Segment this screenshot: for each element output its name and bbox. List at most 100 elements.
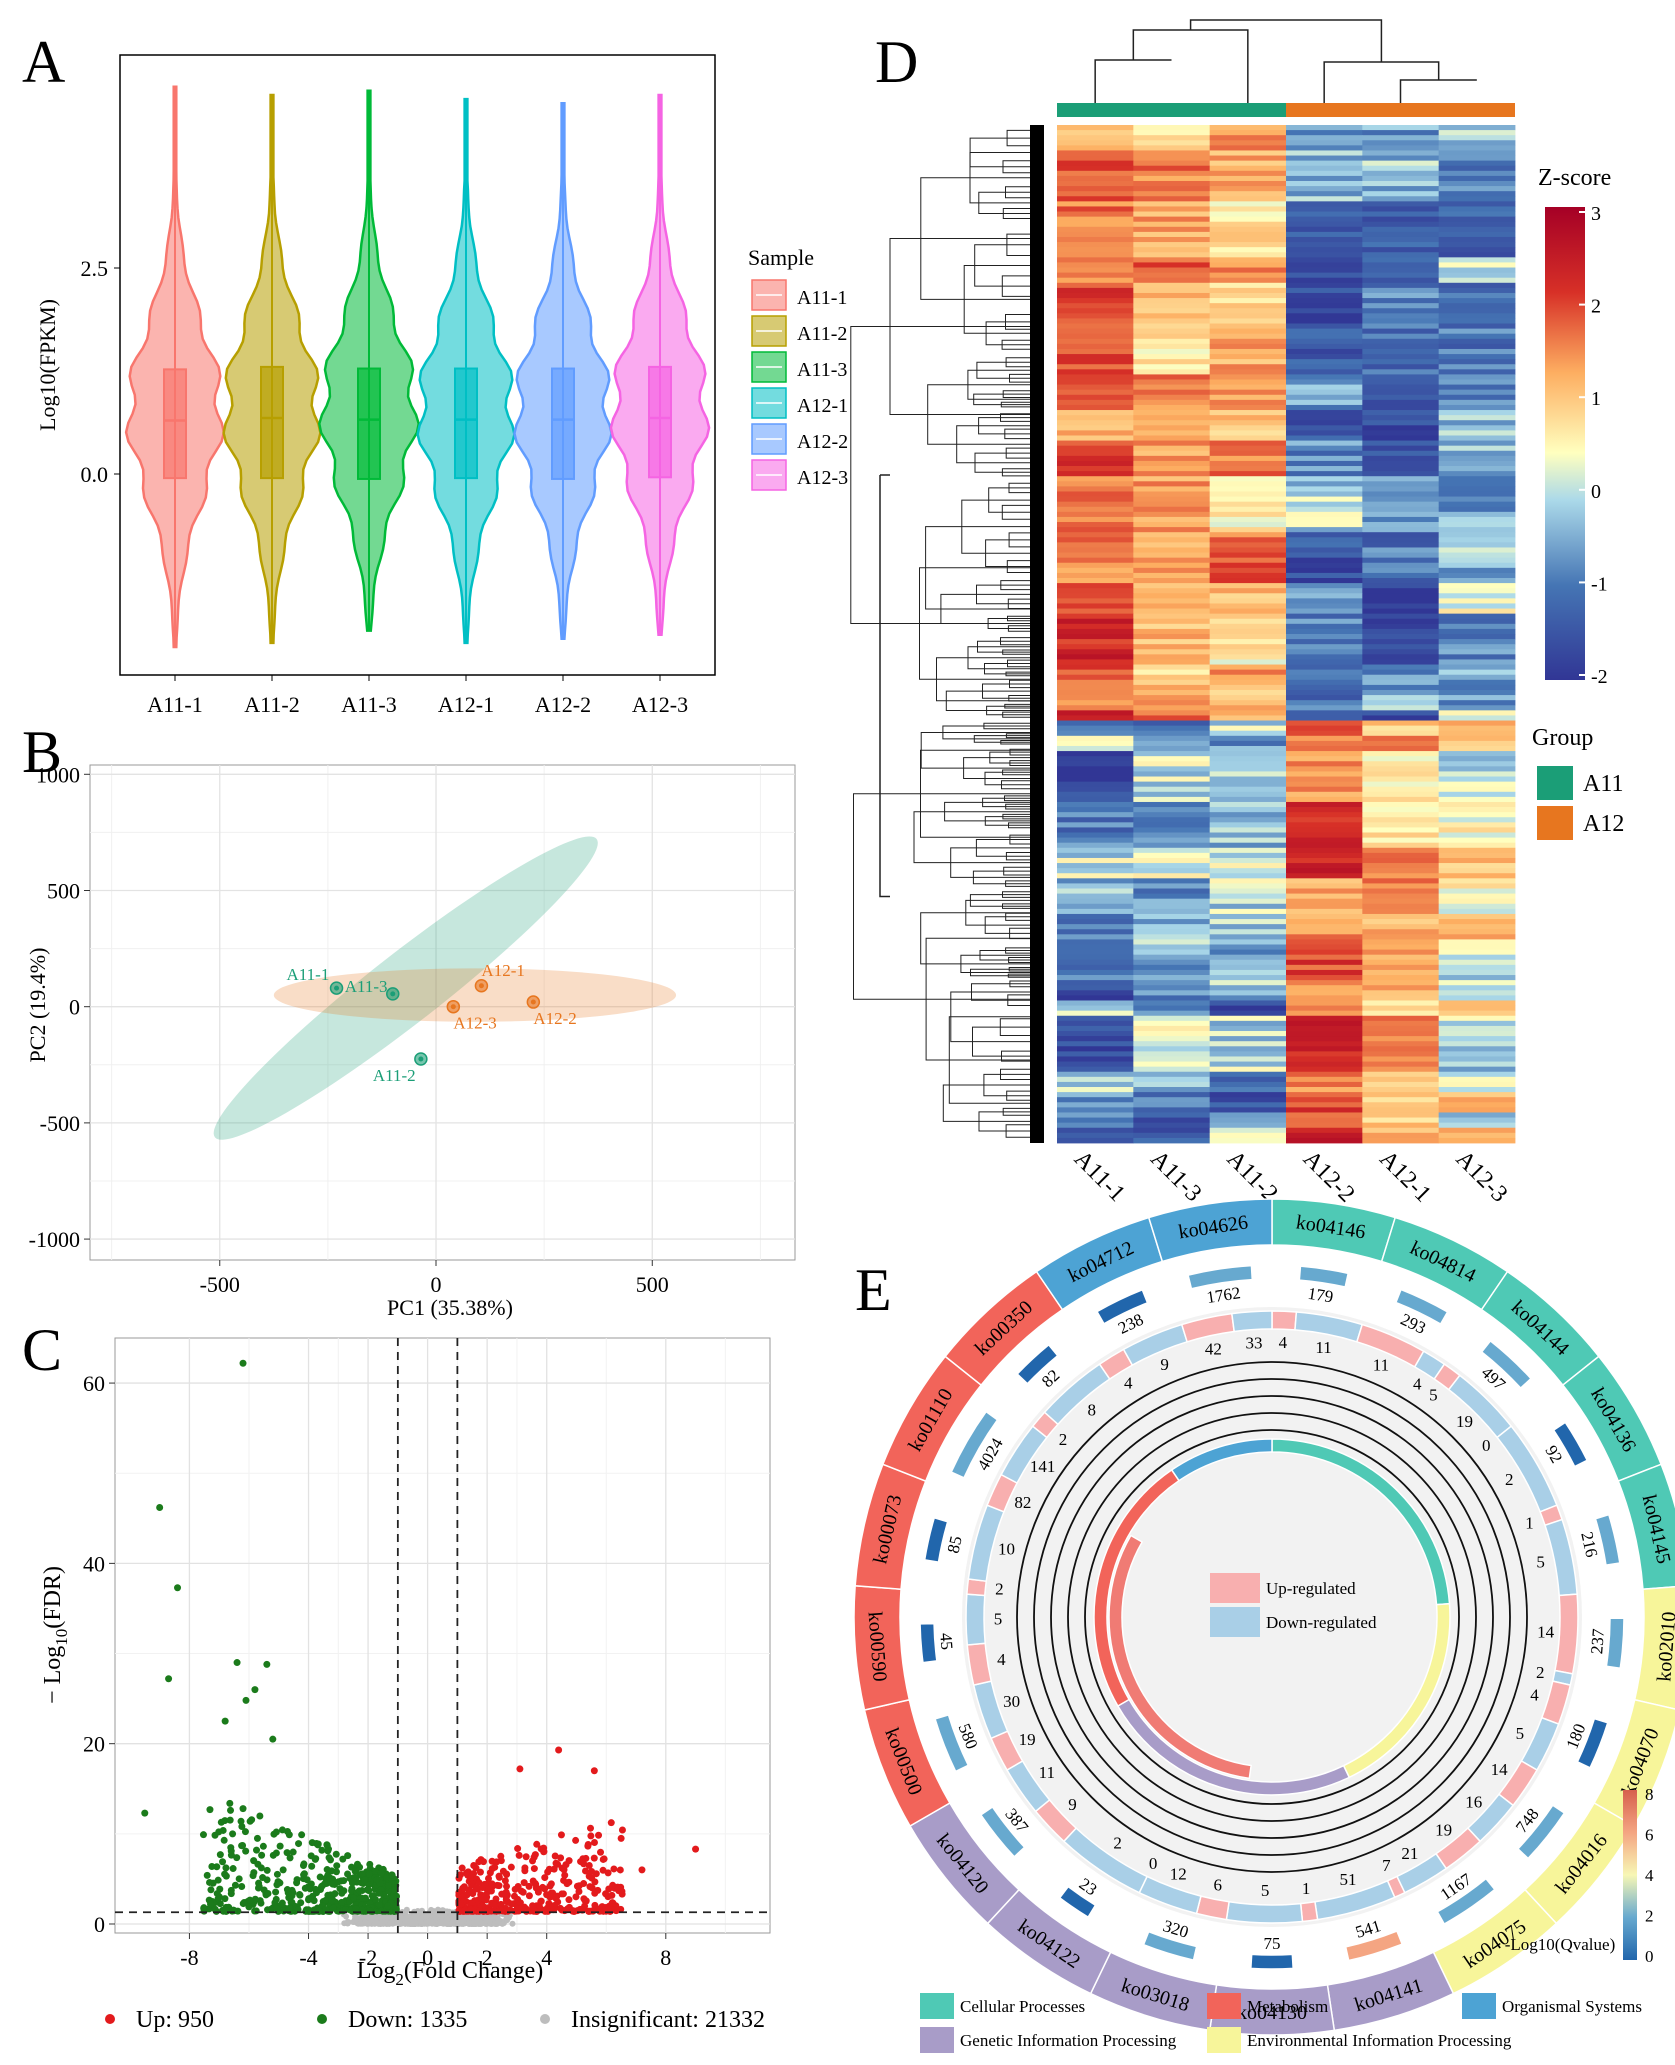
heatmap-cell <box>1057 155 1134 162</box>
down-point <box>276 1842 284 1850</box>
heatmap-cell <box>1362 308 1440 314</box>
heatmap-cell <box>1133 598 1211 604</box>
down-point <box>199 1831 207 1839</box>
heatmap-cell <box>1133 1092 1211 1098</box>
down-point <box>141 1809 149 1817</box>
heatmap-cell <box>1438 308 1516 314</box>
insignificant-point <box>499 1920 506 1927</box>
heatmap-cell <box>1286 654 1363 660</box>
circos-guide-ring <box>1084 1429 1460 1805</box>
heatmap-cell <box>1133 486 1211 492</box>
heatmap-cell <box>1209 572 1287 579</box>
panel-c-plot-area <box>114 1337 771 1934</box>
heatmap-cell <box>1286 1066 1363 1073</box>
heatmap-cell <box>1209 262 1287 268</box>
down-point <box>322 1906 330 1914</box>
heatmap-cell <box>1209 959 1287 966</box>
heatmap-cell <box>1133 766 1211 772</box>
down-point <box>278 1826 286 1834</box>
heatmap-cell <box>1209 557 1287 564</box>
heatmap-cell <box>1286 903 1363 910</box>
heatmap-cell <box>1209 954 1287 961</box>
heatmap-cell <box>1362 201 1440 207</box>
legend-label: A12-3 <box>797 467 848 489</box>
heatmap-cell <box>1057 206 1134 212</box>
heatmap-cell <box>1209 384 1287 391</box>
heatmap-cell <box>1438 287 1516 294</box>
heatmap-cell <box>1209 1031 1287 1037</box>
down-point <box>156 1503 164 1511</box>
down-point <box>208 1862 216 1870</box>
circos-guide-ring <box>1016 1361 1528 1873</box>
heatmap-cell <box>1209 348 1287 355</box>
up-point <box>525 1882 533 1890</box>
heatmap-cell <box>1362 272 1440 279</box>
down-point <box>239 1900 247 1908</box>
zscore-tick-label: 1 <box>1591 388 1601 410</box>
heatmap-cell <box>1057 628 1134 635</box>
heatmap-cell <box>1362 231 1440 238</box>
heatmap-cell <box>1133 944 1211 950</box>
heatmap-cell <box>1209 160 1287 167</box>
circos-guide-ring <box>1050 1395 1494 1839</box>
down-point <box>375 1889 383 1897</box>
heatmap-cell <box>1362 460 1440 467</box>
up-point <box>520 1879 528 1887</box>
heatmap-cell <box>1362 364 1440 370</box>
heatmap-cell <box>1209 267 1287 274</box>
heatmap-cell <box>1362 817 1440 823</box>
heatmap-cell <box>1209 817 1287 823</box>
heatmap-cell <box>1286 664 1363 671</box>
heatmap-cell <box>1438 466 1516 472</box>
heatmap-cell <box>1209 618 1287 625</box>
down-point <box>220 1836 228 1844</box>
heatmap-cell <box>1438 847 1516 854</box>
heatmap-cell <box>1057 832 1134 838</box>
heatmap-cell <box>1133 588 1211 594</box>
heatmap-cell <box>1209 186 1287 192</box>
heatmap-cell <box>1133 873 1211 879</box>
category-legend-label: Genetic Information Processing <box>960 2031 1177 2050</box>
heatmap-cell <box>1133 496 1211 503</box>
down-point <box>327 1856 335 1864</box>
heatmap-cell <box>1362 588 1440 594</box>
heatmap-cell <box>1362 394 1440 401</box>
heatmap-cell <box>1286 298 1363 304</box>
heatmap-cell <box>1133 801 1211 808</box>
heatmap-cell <box>1057 354 1134 360</box>
heatmap-cell <box>1133 751 1211 757</box>
heatmap-cell <box>1133 857 1211 864</box>
heatmap-cell <box>1057 695 1134 701</box>
heatmap-cell <box>1362 1137 1440 1144</box>
down-ratio-ko04626 <box>1230 1310 1273 1333</box>
heatmap-cell <box>1438 1031 1516 1037</box>
heatmap-cell <box>1133 847 1211 854</box>
heatmap-cell <box>1133 756 1211 762</box>
insignificant-point <box>423 1913 430 1920</box>
heatmap-cell <box>1362 659 1440 665</box>
heatmap-cell <box>1438 745 1516 752</box>
heatmap-cell <box>1057 1127 1134 1134</box>
up-point <box>596 1907 604 1915</box>
heatmap-cell <box>1209 1076 1287 1083</box>
dendrogram-link <box>1399 79 1477 103</box>
heatmap-cell <box>1133 333 1211 340</box>
heatmap-cell <box>1362 1031 1440 1037</box>
down-point <box>377 1869 385 1877</box>
heatmap-cell <box>1209 852 1287 859</box>
heatmap-cell <box>1362 1117 1440 1124</box>
panel-a-xtick-label: A11-2 <box>244 692 299 717</box>
heatmap-cell <box>1133 603 1211 609</box>
heatmap-cell <box>1438 842 1516 849</box>
pca-point-core <box>390 991 396 997</box>
panel-c-xlabel: Log2(Fold Change) <box>357 1958 543 1989</box>
heatmap-cell <box>1057 990 1134 996</box>
heatmap-cell <box>1133 359 1211 365</box>
heatmap-cell <box>1209 328 1287 335</box>
down-point <box>217 1818 225 1826</box>
heatmap-cell <box>1057 1051 1134 1057</box>
panel-a-ytick-label: 0.0 <box>81 462 109 487</box>
heatmap-cell <box>1057 796 1134 803</box>
heatmap-cell <box>1438 863 1516 869</box>
heatmap-cell <box>1438 343 1516 350</box>
